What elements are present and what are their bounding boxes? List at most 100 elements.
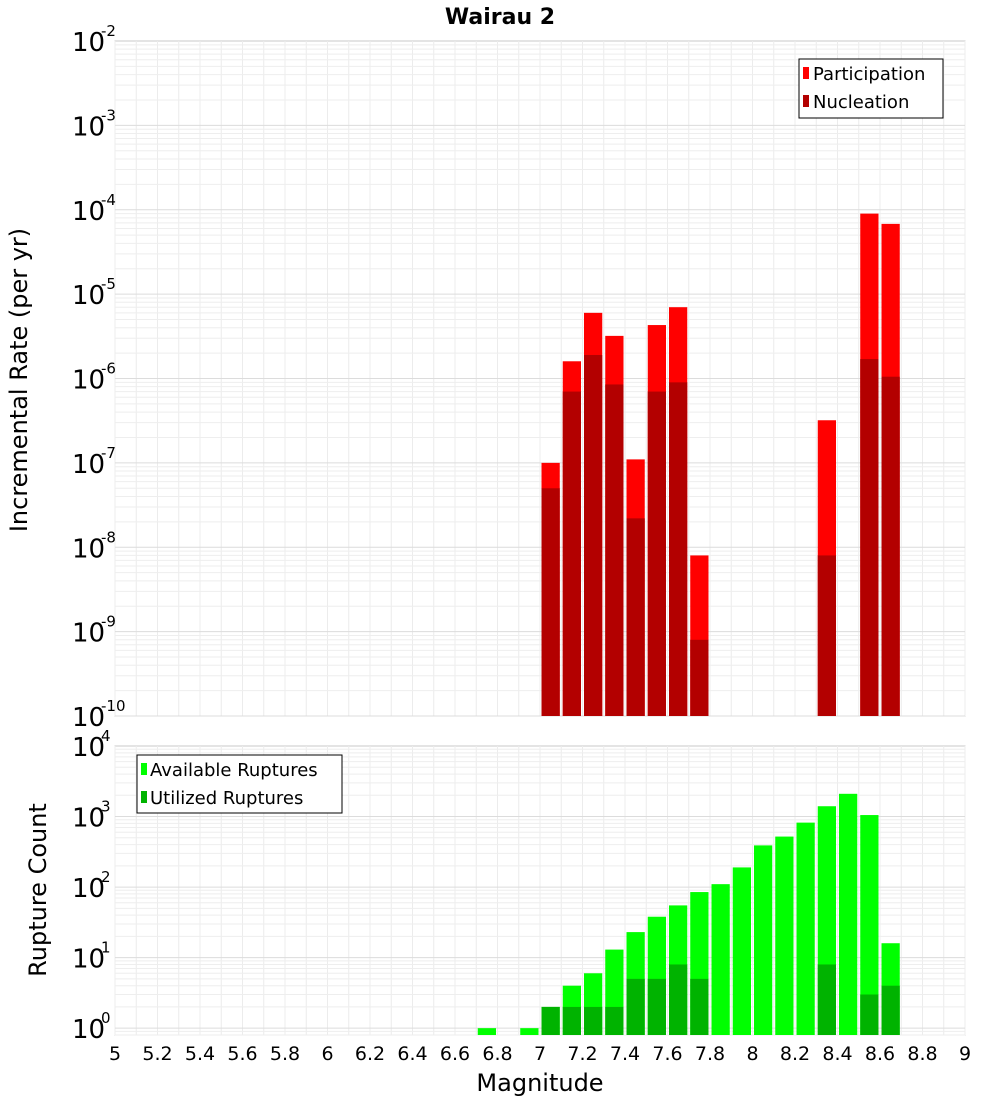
x-axis-label: Magnitude — [476, 1069, 603, 1097]
rupture-y-tick: 101 — [72, 939, 111, 975]
x-axis-ticks: 5 5.2 5.4 5.6 5.8 6 6.2 6.4 6.6 6.8 7 7.2 7.4 7.6 7.8 8… — [109, 1043, 971, 1065]
x-tick-label: 6 — [321, 1043, 333, 1065]
rupture-y-tick: 104 — [72, 727, 111, 763]
rate-y-tick-base: 10 — [72, 450, 105, 480]
chart-title: Wairau 2 — [445, 5, 555, 30]
x-tick-label: 6.6 — [440, 1043, 470, 1065]
rate-bar-nucleation — [584, 354, 603, 716]
rupture-legend-box — [136, 754, 343, 814]
rupture-y-tick-base: 10 — [72, 804, 105, 834]
rate-y-tick: 10-6 — [72, 360, 116, 396]
rate-bar-nucleation — [562, 391, 581, 716]
rate-bar-nucleation — [626, 518, 645, 716]
x-tick-label: 5.2 — [142, 1043, 172, 1065]
rate-y-tick: 10-8 — [72, 528, 116, 564]
rate-y-tick-base: 10 — [72, 703, 105, 733]
rupture-legend: Available Ruptures Utilized Ruptures — [136, 754, 343, 814]
utilized-legend-label: Utilized Ruptures — [150, 788, 303, 809]
rate-y-tick-exp: -7 — [101, 444, 116, 462]
x-tick-label: 8.4 — [822, 1043, 852, 1065]
nucleation-legend-label: Nucleation — [813, 92, 909, 113]
rupture-bar-utilized-ruptures — [669, 964, 688, 1035]
rate-y-tick-exp: -3 — [101, 106, 116, 124]
rate-y-tick-exp: -4 — [101, 191, 116, 209]
rate-y-tick-exp: -6 — [101, 360, 116, 378]
rate-grid — [114, 41, 966, 717]
rate-y-tick: 10-5 — [72, 275, 116, 311]
rupture-y-tick: 100 — [72, 1009, 111, 1045]
x-tick-label: 6.2 — [355, 1043, 385, 1065]
rate-y-tick-base: 10 — [72, 112, 105, 142]
rupture-bar-utilized-ruptures — [562, 1006, 581, 1035]
available-legend-swatch — [141, 763, 147, 775]
rupture-bar-utilized-ruptures — [817, 964, 836, 1035]
x-tick-label: 5 — [109, 1043, 121, 1065]
x-tick-label: 9 — [959, 1043, 971, 1065]
x-tick-label: 6.4 — [397, 1043, 427, 1065]
x-tick-label: 7 — [534, 1043, 546, 1065]
rate-bar-nucleation — [690, 639, 709, 716]
rate-bars — [541, 213, 900, 717]
rupture-y-tick: 103 — [72, 798, 111, 834]
participation-legend-label: Participation — [813, 64, 925, 85]
rupture-bar-available-ruptures — [839, 793, 858, 1035]
rate-y-tick: 10-7 — [72, 444, 116, 480]
x-tick-label: 8 — [746, 1043, 758, 1065]
rate-y-tick: 10-3 — [72, 106, 116, 142]
rate-y-tick: 10-2 — [72, 22, 116, 58]
rate-legend-box — [798, 58, 944, 119]
rate-y-tick-exp: -5 — [101, 275, 116, 293]
rupture-bar-utilized-ruptures — [584, 1006, 603, 1035]
rate-bar-nucleation — [860, 359, 879, 716]
rate-bar-nucleation — [669, 382, 688, 716]
rupture-bar-utilized-ruptures — [690, 978, 709, 1035]
x-tick-label: 8.6 — [865, 1043, 895, 1065]
x-tick-label: 8.2 — [780, 1043, 810, 1065]
rate-y-tick-base: 10 — [72, 197, 105, 227]
rupture-bar-available-ruptures — [711, 884, 730, 1035]
available-legend-label: Available Ruptures — [150, 760, 318, 781]
rate-y-tick: 10-9 — [72, 613, 116, 649]
rupture-bars — [477, 793, 900, 1035]
rupture-bar-utilized-ruptures — [626, 978, 645, 1035]
rate-bar-nucleation — [817, 555, 836, 716]
x-tick-label: 7.2 — [567, 1043, 597, 1065]
rupture-bar-utilized-ruptures — [647, 978, 666, 1035]
rupture-y-tick-base: 10 — [72, 874, 105, 904]
rate-bar-nucleation — [605, 384, 624, 716]
participation-legend-swatch — [803, 67, 809, 79]
x-tick-label: 6.8 — [482, 1043, 512, 1065]
rate-legend: Participation Nucleation — [798, 58, 944, 119]
rupture-y-tick-exp: 1 — [101, 939, 111, 957]
x-tick-label: 8.8 — [907, 1043, 937, 1065]
rate-y-tick-base: 10 — [72, 619, 105, 649]
nucleation-legend-swatch — [803, 95, 809, 107]
rate-y-tick-exp: -10 — [101, 697, 126, 715]
rate-bar-nucleation — [647, 391, 666, 716]
rate-bar-nucleation — [541, 488, 560, 716]
rupture-bar-available-ruptures — [796, 822, 815, 1035]
rate-y-tick-exp: -2 — [101, 22, 116, 40]
rupture-bar-available-ruptures — [477, 1028, 496, 1035]
rate-y-tick-base: 10 — [72, 28, 105, 58]
rupture-bar-available-ruptures — [754, 845, 773, 1035]
rate-y-tick-exp: -8 — [101, 528, 116, 546]
rate-y-tick-base: 10 — [72, 366, 105, 396]
x-tick-label: 7.6 — [652, 1043, 682, 1065]
rupture-bar-available-ruptures — [520, 1028, 539, 1035]
rupture-y-tick-base: 10 — [72, 945, 105, 975]
rate-bar-nucleation — [881, 376, 900, 716]
x-tick-label: 7.8 — [695, 1043, 725, 1065]
rupture-bar-utilized-ruptures — [881, 985, 900, 1035]
rupture-bar-available-ruptures — [775, 836, 794, 1035]
rupture-y-tick: 102 — [72, 868, 111, 904]
rupture-y-axis-label: Rupture Count — [24, 803, 52, 977]
rate-y-tick-base: 10 — [72, 281, 105, 311]
rupture-bar-utilized-ruptures — [541, 1006, 560, 1035]
x-tick-label: 7.4 — [610, 1043, 640, 1065]
rupture-bar-available-ruptures — [860, 815, 879, 1035]
